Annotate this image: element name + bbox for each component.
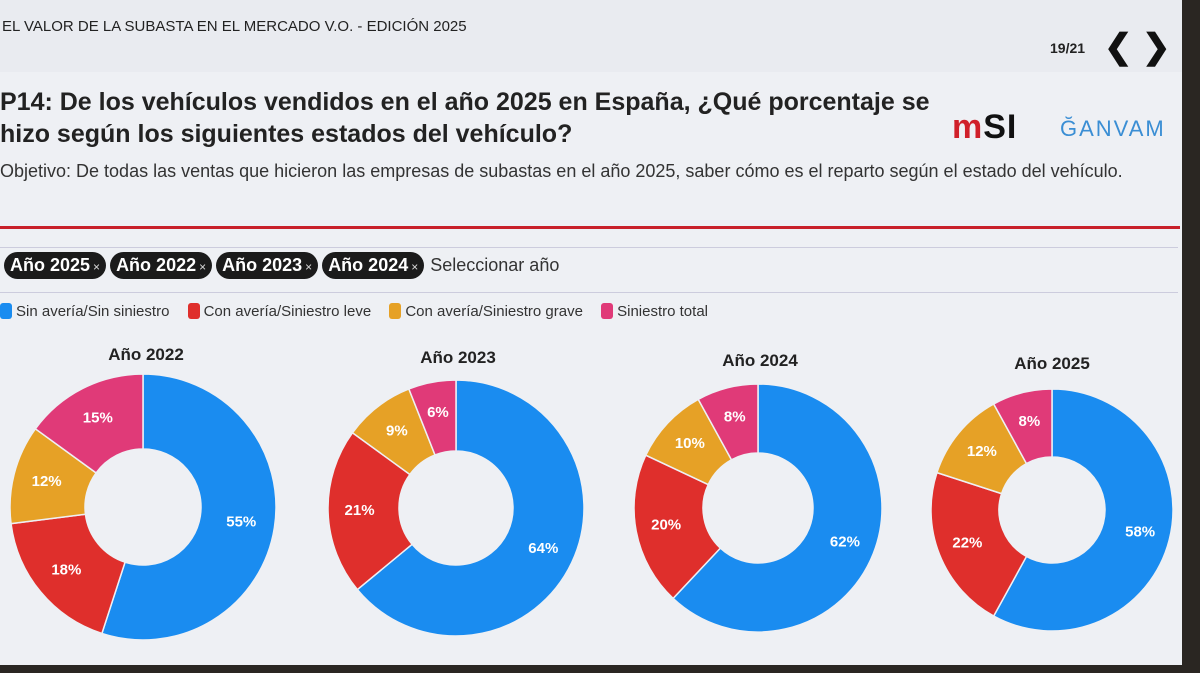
slice-label: 64% [528, 540, 558, 557]
chip-year-2024[interactable]: Año 2024 × [322, 252, 425, 279]
ganvam-logo: ĞANVAM [1060, 116, 1166, 141]
donut-slice[interactable] [356, 379, 585, 637]
slice-label: 10% [675, 435, 705, 452]
year-filter[interactable]: Año 2025 × Año 2022 × Año 2023 × Año 2024 × Sele… [0, 247, 1178, 293]
select-year-input[interactable]: Seleccionar año [430, 255, 560, 275]
remove-icon[interactable]: × [411, 260, 419, 274]
remove-icon[interactable]: × [199, 260, 207, 274]
legend-swatch [389, 303, 402, 319]
chip-year-2022[interactable]: Año 2022 × [110, 252, 213, 279]
slice-label: 22% [952, 534, 982, 551]
donut-slice[interactable] [930, 471, 1028, 618]
donut-slice[interactable] [100, 373, 277, 641]
donut-slice[interactable] [992, 388, 1053, 465]
legend-swatch [187, 303, 200, 319]
legend-item[interactable]: Con avería/Siniestro leve [187, 303, 371, 320]
legend-item[interactable]: Sin avería/Sin siniestro [0, 303, 169, 320]
remove-icon[interactable]: × [93, 260, 101, 274]
slice-label: 12% [32, 473, 62, 490]
chart-title-2024: Año 2024 [722, 351, 798, 370]
slice-label: 58% [1125, 524, 1155, 541]
objective-text: Objetivo: De todas las ventas que hicier… [0, 161, 1123, 181]
donut-slice[interactable] [672, 383, 883, 633]
slice-label: 8% [1019, 413, 1041, 430]
donut-slice[interactable] [407, 379, 457, 456]
legend-item[interactable]: Con avería/Siniestro grave [389, 303, 583, 320]
slice-label: 9% [386, 423, 408, 440]
donut-slice[interactable] [992, 388, 1174, 632]
document-title: EL VALOR DE LA SUBASTA EN EL MERCADO V.O… [2, 18, 467, 35]
legend-swatch [0, 303, 12, 319]
prev-page-icon[interactable]: ❮ [1104, 28, 1133, 66]
remove-icon[interactable]: × [305, 260, 313, 274]
slice-label: 6% [427, 404, 449, 421]
chart-title-2023: Año 2023 [420, 348, 496, 367]
chip-year-2023[interactable]: Año 2023 × [216, 252, 319, 279]
slice-label: 12% [967, 443, 997, 460]
msi-logo: mSI [952, 108, 1018, 146]
legend: Sin avería/Sin siniestro Con avería/Sini… [0, 303, 722, 320]
legend-item[interactable]: Siniestro total [601, 303, 708, 320]
slice-label: 18% [51, 561, 81, 578]
donut-charts: 55% 18% 12% 15% 64% 21% 9% 6% 62% 20% 10% 8% 58% 22% 1… [9, 373, 1174, 641]
divider [0, 226, 1180, 229]
slice-label: 55% [226, 514, 256, 531]
question-title: P14: De los vehículos vendidos en el año… [0, 88, 930, 148]
top-bar [0, 0, 1182, 72]
page-counter: 19/21 [1050, 40, 1086, 56]
chart-title-2025: Año 2025 [1014, 354, 1090, 373]
next-page-icon[interactable]: ❯ [1142, 28, 1171, 66]
slide: EL VALOR DE LA SUBASTA EN EL MERCADO V.O… [0, 0, 1182, 665]
slice-label: 62% [830, 533, 860, 550]
chart-title-2022: Año 2022 [108, 345, 184, 364]
slice-label: 20% [651, 516, 681, 533]
donut-slice[interactable] [34, 373, 144, 474]
slice-label: 15% [83, 409, 113, 426]
chip-year-2025[interactable]: Año 2025 × [4, 252, 107, 279]
legend-swatch [601, 303, 614, 319]
slice-label: 8% [724, 408, 746, 425]
donut-slice[interactable] [10, 513, 127, 635]
donut-slice[interactable] [697, 383, 759, 461]
slice-label: 21% [345, 502, 375, 519]
donut-slice[interactable] [633, 454, 722, 600]
donut-slice[interactable] [327, 431, 414, 591]
